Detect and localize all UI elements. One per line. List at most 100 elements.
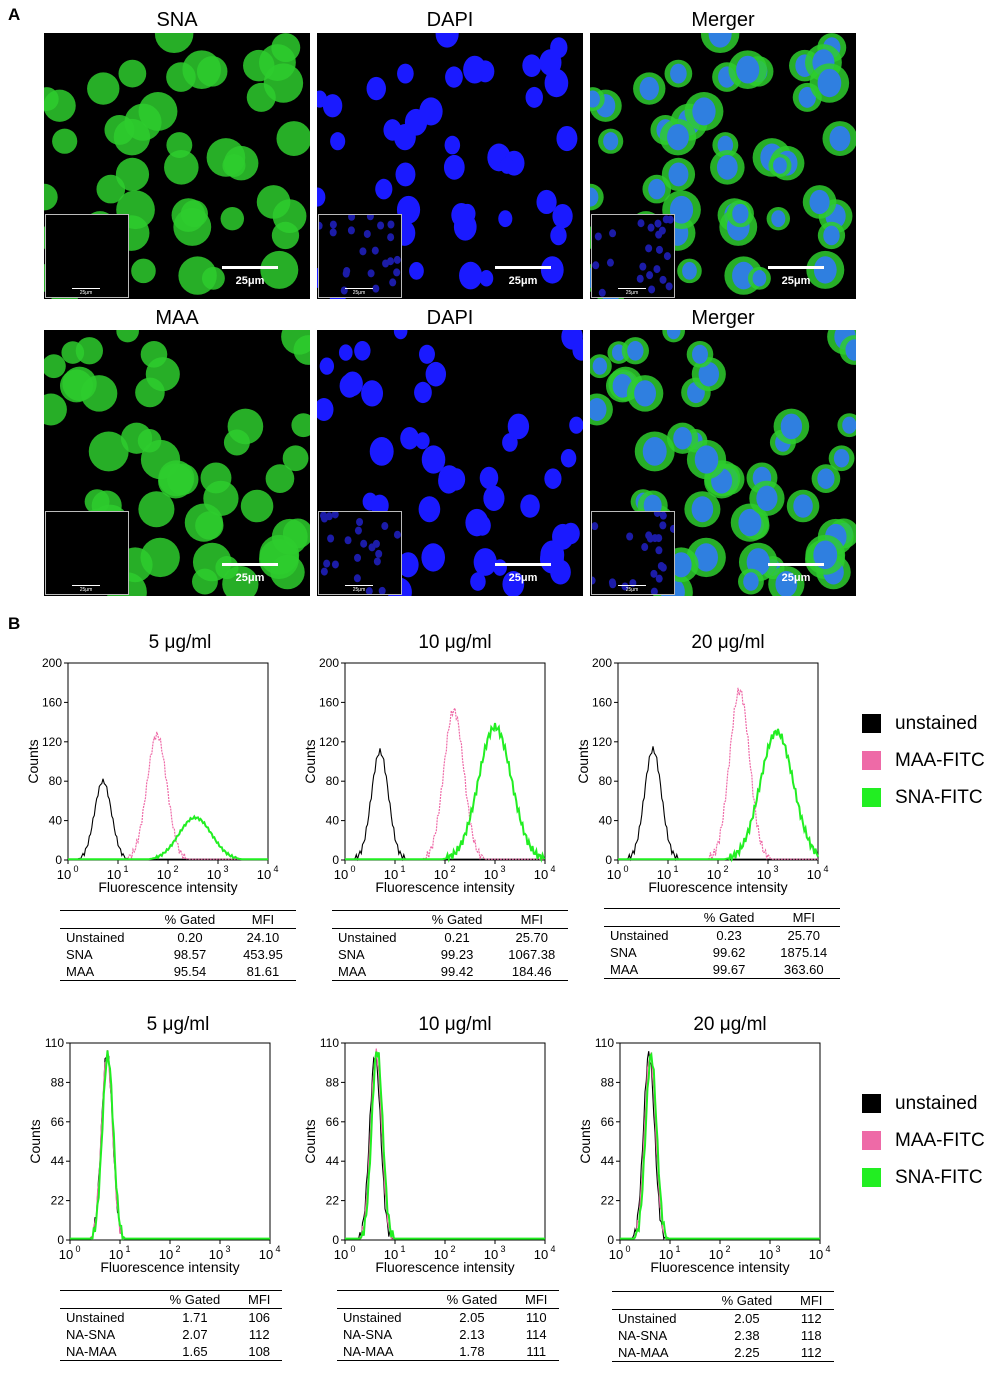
- legend-swatch: [862, 1168, 881, 1187]
- x-tick-label: 10: [109, 1247, 123, 1262]
- x-tick-exponent: 0: [350, 1244, 355, 1254]
- table-cell: 112: [788, 1344, 834, 1362]
- table-cell: 1.65: [153, 1343, 237, 1361]
- table-cell: 0.21: [444, 930, 470, 945]
- nucleus: [394, 124, 416, 151]
- nucleus: [544, 468, 562, 489]
- nucleus: [773, 157, 787, 174]
- table-cell: NA-SNA: [618, 1328, 668, 1343]
- inset-nucleus: [653, 512, 661, 517]
- table-cell: 95.54: [150, 963, 230, 981]
- nucleus: [634, 380, 657, 407]
- table-cell: Unstained: [338, 930, 397, 945]
- inset-nucleus: [344, 536, 352, 545]
- cell-body: [203, 480, 239, 516]
- x-tick-label: 10: [609, 1247, 623, 1262]
- negative-control-inset: 25μm: [318, 511, 402, 595]
- legend-swatch: [862, 1131, 881, 1150]
- y-tick-label: 40: [49, 814, 63, 828]
- y-tick-label: 160: [319, 695, 339, 709]
- table-row: Unstained 1.71 106: [60, 1309, 282, 1327]
- x-tick-exponent: 3: [500, 1244, 505, 1254]
- inset-image: [320, 512, 401, 594]
- table-header: MFI: [229, 910, 296, 929]
- inset-nucleus: [626, 532, 634, 541]
- inset-nucleus: [665, 282, 673, 291]
- nucleus: [396, 195, 421, 224]
- y-tick-label: 110: [320, 1036, 339, 1050]
- nucleus: [698, 361, 720, 387]
- micrograph-title: Merger: [691, 9, 755, 31]
- table-header: MFI: [236, 1290, 282, 1309]
- table-cell: 99.23: [440, 947, 474, 962]
- y-axis-label: Counts: [575, 739, 591, 783]
- table-row: Unstained 0.23 25.70: [604, 927, 840, 945]
- nucleus: [738, 508, 762, 537]
- inset-nucleus: [650, 587, 658, 594]
- nucleus: [540, 256, 564, 284]
- nucleus: [682, 262, 697, 280]
- table-header: [604, 908, 691, 927]
- inset-scale-label: 25μm: [79, 587, 93, 593]
- x-tick-exponent: 2: [450, 1244, 455, 1254]
- inset-scale-label: 25μm: [625, 290, 639, 296]
- inset-nucleus: [382, 259, 390, 268]
- nucleus: [507, 413, 530, 440]
- inset-nucleus: [365, 587, 373, 594]
- x-tick-label: 10: [484, 867, 498, 882]
- cell-body: [44, 354, 66, 379]
- inset-image: [319, 215, 401, 295]
- inset-nucleus: [639, 262, 647, 271]
- inset-nucleus: [641, 543, 649, 552]
- cell-body: [88, 431, 129, 472]
- cell-body: [154, 33, 194, 54]
- y-tick-label: 110: [45, 1036, 64, 1050]
- nucleus: [842, 416, 856, 434]
- cell-body: [131, 258, 156, 284]
- series-line-sna-fitc: [620, 1051, 820, 1241]
- x-tick-label: 10: [434, 1247, 448, 1262]
- inset-nucleus: [320, 567, 328, 576]
- inset-nucleus: [655, 574, 663, 583]
- legend-item: unstained: [862, 1085, 985, 1122]
- nucleus: [829, 125, 851, 152]
- table-cell: NA-SNA: [66, 1327, 116, 1342]
- table-header: % Gated: [705, 1291, 789, 1310]
- table-cell: 2.25: [705, 1344, 789, 1362]
- legend-label: SNA-FITC: [895, 786, 983, 808]
- nucleus: [463, 55, 487, 84]
- nucleus: [692, 344, 708, 364]
- chart-title: 20 μg/ml: [693, 1014, 767, 1035]
- plot-frame: [617, 662, 819, 861]
- y-tick-label: 160: [42, 695, 62, 709]
- table-row: NA-MAA 2.25 112: [612, 1344, 834, 1362]
- table-cell: NA-MAA: [337, 1343, 431, 1361]
- nucleus: [670, 63, 687, 84]
- inset-nucleus: [646, 534, 654, 543]
- legend-label: SNA-FITC: [895, 1166, 983, 1188]
- cell-body: [116, 330, 139, 343]
- x-tick-label: 10: [707, 867, 721, 882]
- inset-nucleus: [657, 561, 665, 570]
- inset-nucleus: [368, 543, 376, 552]
- nucleus: [536, 189, 557, 215]
- inset-scale-bar: [618, 288, 646, 289]
- cell-body: [180, 200, 208, 228]
- table-row: SNA 99.23 1067.38: [332, 946, 568, 963]
- inset-image: [592, 215, 674, 297]
- nucleus: [421, 445, 446, 474]
- y-tick-label: 88: [601, 1075, 615, 1089]
- nucleus: [692, 97, 716, 126]
- nucleus: [409, 262, 424, 280]
- x-tick-exponent: 1: [400, 1244, 405, 1254]
- table-cell: 111: [513, 1343, 559, 1361]
- x-tick-label: 10: [334, 867, 348, 882]
- cell-body: [265, 464, 295, 493]
- table-row: MAA 99.67 363.60: [604, 961, 840, 979]
- inset-nucleus: [646, 271, 654, 280]
- nucleus: [823, 225, 840, 246]
- cell-body: [113, 118, 151, 156]
- scale-label: 25μm: [781, 572, 811, 584]
- cell-body: [80, 375, 118, 412]
